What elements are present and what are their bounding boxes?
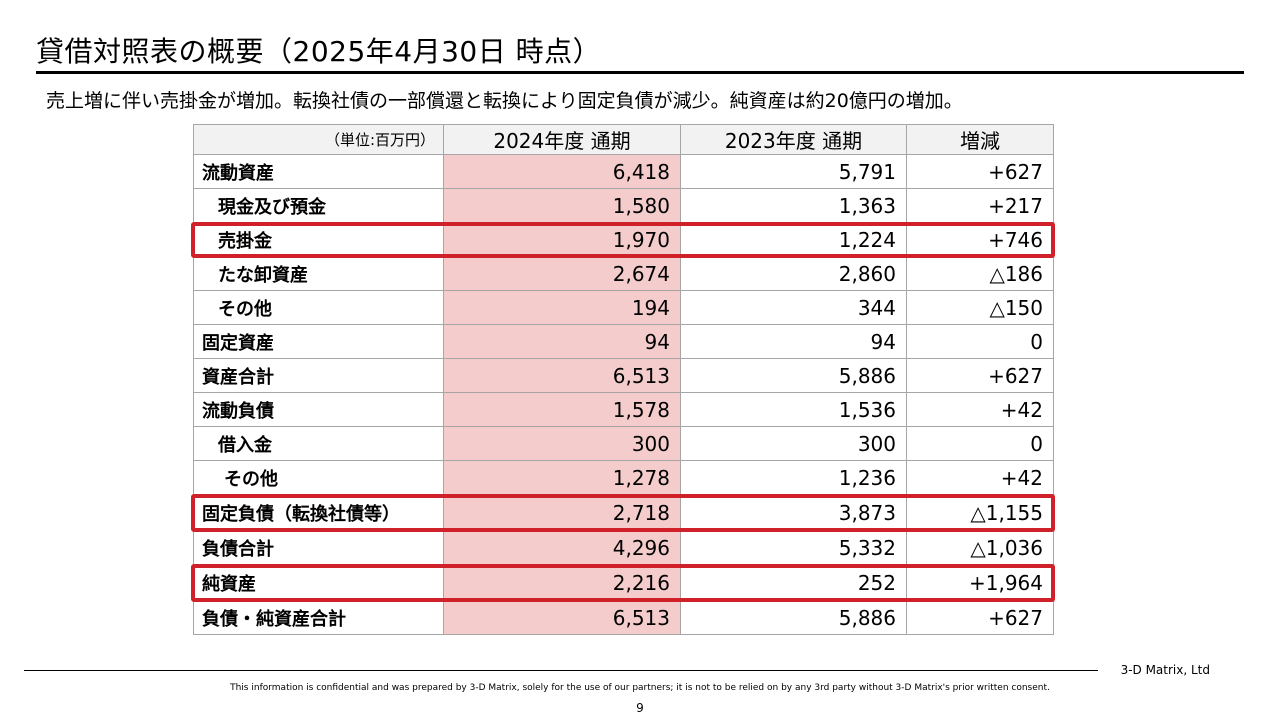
cell-fy2023: 94 bbox=[680, 324, 907, 359]
cell-fy2024: 2,718 bbox=[443, 494, 681, 531]
cell-fy2023: 5,791 bbox=[680, 154, 907, 189]
cell-fy2024: 1,580 bbox=[443, 188, 681, 223]
cell-change: 0 bbox=[906, 426, 1054, 461]
cell-fy2023: 344 bbox=[680, 290, 907, 325]
page-number: 9 bbox=[636, 701, 644, 715]
cell-fy2024: 94 bbox=[443, 324, 681, 359]
cell-fy2023: 5,886 bbox=[680, 358, 907, 393]
table-row: その他 1,278 1,236 +42 bbox=[193, 460, 1054, 495]
table-row: 負債合計 4,296 5,332 △1,036 bbox=[193, 530, 1054, 565]
table-row: 流動負債 1,578 1,536 +42 bbox=[193, 392, 1054, 427]
cell-fy2024: 2,216 bbox=[443, 564, 681, 601]
cell-change: △186 bbox=[906, 256, 1054, 291]
cell-fy2023: 252 bbox=[680, 564, 907, 601]
table-header-row: （単位:百万円） 2024年度 通期 2023年度 通期 増減 bbox=[193, 124, 1054, 155]
title-underline bbox=[36, 71, 1244, 74]
row-label: 負債合計 bbox=[193, 530, 444, 565]
cell-change: +42 bbox=[906, 392, 1054, 427]
page-title: 貸借対照表の概要（2025年4月30日 時点） bbox=[36, 35, 602, 68]
row-label: 売掛金 bbox=[193, 222, 444, 257]
column-header-fy2024: 2024年度 通期 bbox=[443, 124, 681, 155]
table-row: たな卸資産 2,674 2,860 △186 bbox=[193, 256, 1054, 291]
cell-fy2024: 1,970 bbox=[443, 222, 681, 257]
cell-change: +627 bbox=[906, 358, 1054, 393]
cell-change: +217 bbox=[906, 188, 1054, 223]
table-row: その他 194 344 △150 bbox=[193, 290, 1054, 325]
cell-fy2023: 1,363 bbox=[680, 188, 907, 223]
cell-fy2023: 1,536 bbox=[680, 392, 907, 427]
row-label: 現金及び預金 bbox=[193, 188, 444, 223]
table-row: 負債・純資産合計 6,513 5,886 +627 bbox=[193, 600, 1054, 635]
cell-fy2024: 1,278 bbox=[443, 460, 681, 495]
cell-fy2023: 2,860 bbox=[680, 256, 907, 291]
cell-fy2023: 5,886 bbox=[680, 600, 907, 635]
company-name: 3-D Matrix, Ltd bbox=[1120, 663, 1210, 677]
row-label: 純資産 bbox=[193, 564, 444, 601]
unit-header: （単位:百万円） bbox=[193, 124, 444, 155]
table-row: 売掛金 1,970 1,224 +746 bbox=[193, 222, 1054, 257]
table-row: 資産合計 6,513 5,886 +627 bbox=[193, 358, 1054, 393]
cell-change: +627 bbox=[906, 154, 1054, 189]
cell-fy2024: 4,296 bbox=[443, 530, 681, 565]
cell-change: +746 bbox=[906, 222, 1054, 257]
cell-fy2023: 5,332 bbox=[680, 530, 907, 565]
row-label: 固定負債（転換社債等） bbox=[193, 494, 444, 531]
cell-fy2024: 6,513 bbox=[443, 358, 681, 393]
cell-change: +627 bbox=[906, 600, 1054, 635]
cell-change: △1,155 bbox=[906, 494, 1054, 531]
page-subtitle: 売上増に伴い売掛金が増加。転換社債の一部償還と転換により固定負債が減少。純資産は… bbox=[46, 90, 963, 112]
row-label: 流動負債 bbox=[193, 392, 444, 427]
cell-fy2024: 300 bbox=[443, 426, 681, 461]
cell-fy2024: 6,513 bbox=[443, 600, 681, 635]
cell-fy2023: 1,224 bbox=[680, 222, 907, 257]
row-label: 資産合計 bbox=[193, 358, 444, 393]
balance-sheet-table: （単位:百万円） 2024年度 通期 2023年度 通期 増減 流動資産 6,4… bbox=[193, 124, 1054, 635]
cell-fy2023: 1,236 bbox=[680, 460, 907, 495]
row-label: たな卸資産 bbox=[193, 256, 444, 291]
cell-change: △150 bbox=[906, 290, 1054, 325]
cell-fy2024: 194 bbox=[443, 290, 681, 325]
row-label: 流動資産 bbox=[193, 154, 444, 189]
table-row: 固定資産 94 94 0 bbox=[193, 324, 1054, 359]
table-row: 借入金 300 300 0 bbox=[193, 426, 1054, 461]
column-header-change: 増減 bbox=[906, 124, 1054, 155]
row-label: その他 bbox=[193, 290, 444, 325]
table-row: 流動資産 6,418 5,791 +627 bbox=[193, 154, 1054, 189]
cell-change: +1,964 bbox=[906, 564, 1054, 601]
cell-fy2024: 1,578 bbox=[443, 392, 681, 427]
confidentiality-disclaimer: This information is confidential and was… bbox=[230, 683, 1050, 693]
row-label: 借入金 bbox=[193, 426, 444, 461]
cell-change: △1,036 bbox=[906, 530, 1054, 565]
table-row: 固定負債（転換社債等） 2,718 3,873 △1,155 bbox=[193, 494, 1054, 531]
cell-fy2023: 300 bbox=[680, 426, 907, 461]
table-row: 純資産 2,216 252 +1,964 bbox=[193, 564, 1054, 601]
cell-fy2024: 2,674 bbox=[443, 256, 681, 291]
cell-change: 0 bbox=[906, 324, 1054, 359]
cell-fy2023: 3,873 bbox=[680, 494, 907, 531]
row-label: 固定資産 bbox=[193, 324, 444, 359]
table-row: 現金及び預金 1,580 1,363 +217 bbox=[193, 188, 1054, 223]
row-label: 負債・純資産合計 bbox=[193, 600, 444, 635]
row-label: その他 bbox=[193, 460, 444, 495]
cell-fy2024: 6,418 bbox=[443, 154, 681, 189]
column-header-fy2023: 2023年度 通期 bbox=[680, 124, 907, 155]
footer-divider bbox=[24, 670, 1098, 671]
cell-change: +42 bbox=[906, 460, 1054, 495]
